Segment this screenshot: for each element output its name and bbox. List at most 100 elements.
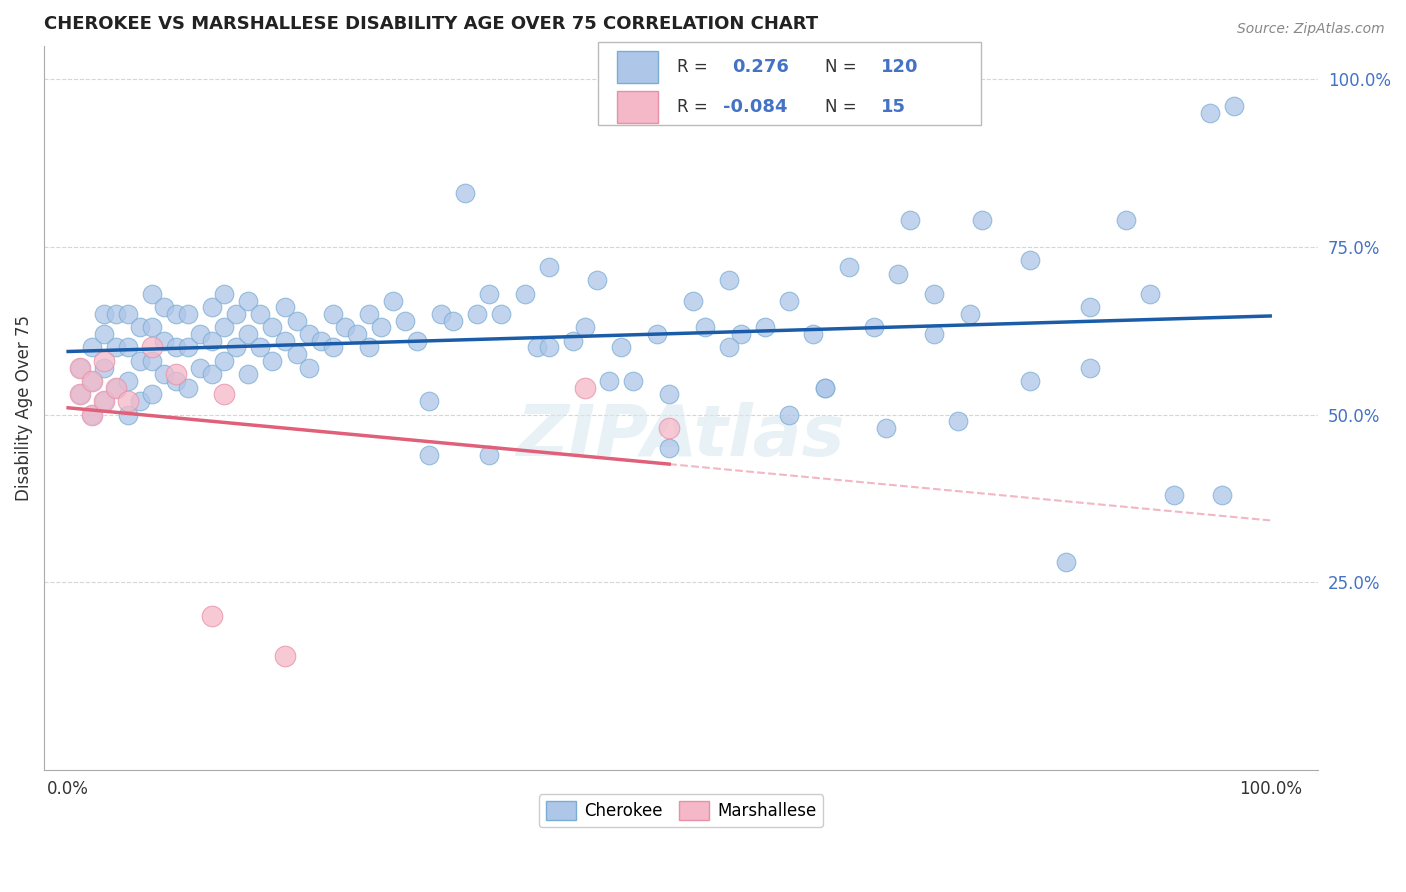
Point <box>105 307 128 321</box>
Point <box>1199 105 1222 120</box>
Point <box>394 313 416 327</box>
Point <box>201 368 224 382</box>
Point <box>322 341 344 355</box>
Point <box>1115 213 1137 227</box>
Point <box>141 286 163 301</box>
Point <box>1018 374 1040 388</box>
Point <box>105 381 128 395</box>
Point <box>586 273 609 287</box>
Point <box>297 327 319 342</box>
Point <box>658 441 681 455</box>
Point <box>357 341 380 355</box>
Point <box>537 341 560 355</box>
Point <box>959 307 981 321</box>
Point <box>718 341 741 355</box>
Point <box>814 381 837 395</box>
Point <box>418 448 440 462</box>
Point <box>82 341 104 355</box>
Point <box>430 307 453 321</box>
Point <box>285 313 308 327</box>
Point <box>478 448 501 462</box>
Point <box>69 387 91 401</box>
Point <box>165 368 187 382</box>
Point <box>82 408 104 422</box>
Point <box>454 186 477 201</box>
Point <box>249 341 271 355</box>
Text: 120: 120 <box>882 58 918 76</box>
Point <box>117 307 139 321</box>
Point <box>645 327 668 342</box>
Point <box>898 213 921 227</box>
Point <box>177 341 200 355</box>
Point <box>658 387 681 401</box>
Point <box>574 381 596 395</box>
Point <box>695 320 717 334</box>
Point <box>381 293 404 308</box>
Point <box>875 421 897 435</box>
Point <box>922 327 945 342</box>
Legend: Cherokee, Marshallese: Cherokee, Marshallese <box>538 794 824 827</box>
Point <box>262 320 284 334</box>
Point <box>249 307 271 321</box>
Point <box>93 360 115 375</box>
Point <box>153 334 176 348</box>
Point <box>129 394 152 409</box>
Point <box>478 286 501 301</box>
Point <box>730 327 752 342</box>
Point <box>93 307 115 321</box>
Text: R =: R = <box>678 58 709 76</box>
Point <box>1078 360 1101 375</box>
Point <box>803 327 825 342</box>
Point <box>526 341 548 355</box>
Point <box>93 394 115 409</box>
Point <box>970 213 993 227</box>
Point <box>93 394 115 409</box>
Point <box>69 360 91 375</box>
Point <box>238 327 260 342</box>
Point <box>117 394 139 409</box>
Point <box>69 387 91 401</box>
Point <box>141 354 163 368</box>
Point <box>82 374 104 388</box>
Point <box>238 368 260 382</box>
Point <box>190 360 212 375</box>
Point <box>105 341 128 355</box>
Point <box>190 327 212 342</box>
Point <box>309 334 332 348</box>
Point <box>153 368 176 382</box>
Point <box>1139 286 1161 301</box>
Point <box>658 421 681 435</box>
Point <box>273 300 295 314</box>
Point <box>610 341 633 355</box>
Text: N =: N = <box>825 98 856 116</box>
Point <box>1163 488 1185 502</box>
Point <box>814 381 837 395</box>
Point <box>285 347 308 361</box>
Point <box>201 608 224 623</box>
Point <box>333 320 356 334</box>
Point <box>778 408 800 422</box>
Point <box>1018 253 1040 268</box>
Point <box>273 648 295 663</box>
Point <box>862 320 884 334</box>
Point <box>69 360 91 375</box>
Text: CHEROKEE VS MARSHALLESE DISABILITY AGE OVER 75 CORRELATION CHART: CHEROKEE VS MARSHALLESE DISABILITY AGE O… <box>44 15 818 33</box>
Point <box>562 334 585 348</box>
Text: -0.084: -0.084 <box>723 98 787 116</box>
Point <box>165 374 187 388</box>
Text: Source: ZipAtlas.com: Source: ZipAtlas.com <box>1237 22 1385 37</box>
Point <box>621 374 644 388</box>
Bar <box>617 91 658 123</box>
Y-axis label: Disability Age Over 75: Disability Age Over 75 <box>15 315 32 500</box>
Point <box>273 334 295 348</box>
Point <box>165 341 187 355</box>
Point <box>214 320 236 334</box>
Point <box>322 307 344 321</box>
Point <box>346 327 368 342</box>
Point <box>238 293 260 308</box>
Point <box>922 286 945 301</box>
Point <box>214 286 236 301</box>
Point <box>357 307 380 321</box>
Point <box>141 341 163 355</box>
Point <box>574 320 596 334</box>
